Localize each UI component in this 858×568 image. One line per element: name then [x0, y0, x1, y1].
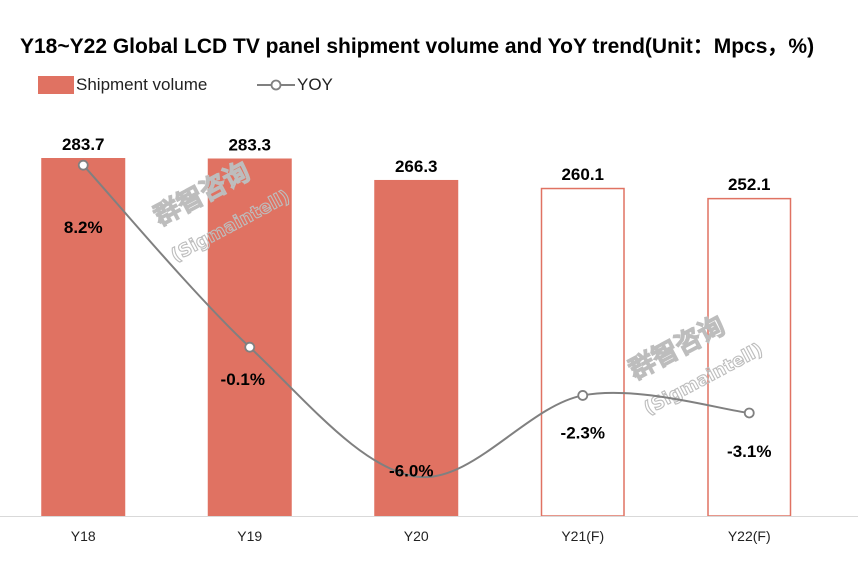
yoy-line[interactable] — [82, 164, 750, 479]
yoy-value-label: -6.0% — [389, 462, 433, 481]
x-tick-label: Y20 — [404, 528, 429, 544]
bar-value-label: 283.7 — [62, 135, 105, 154]
bar-y20[interactable] — [374, 179, 459, 516]
bar-y22f[interactable] — [707, 197, 792, 517]
bar-value-label: 260.1 — [561, 165, 604, 184]
bar-value-label: 266.3 — [395, 157, 438, 176]
legend-label-yoy: YOY — [297, 75, 333, 94]
bar-y18[interactable] — [41, 158, 126, 516]
yoy-value-label: 8.2% — [64, 218, 103, 237]
bar-value-label: 283.3 — [228, 136, 271, 155]
legend-item-shipment[interactable]: Shipment volume — [38, 74, 207, 96]
x-tick-label: Y22(F) — [728, 528, 771, 544]
x-tick-label: Y21(F) — [561, 528, 604, 544]
yoy-point[interactable] — [577, 390, 589, 401]
legend-line-swatch — [257, 79, 295, 91]
x-tick-label: Y19 — [237, 528, 262, 544]
legend-label-shipment: Shipment volume — [76, 75, 208, 94]
yoy-value-label: -0.1% — [221, 370, 265, 389]
yoy-value-label: -3.1% — [727, 442, 771, 461]
x-tick-label: Y18 — [71, 528, 96, 544]
yoy-point[interactable] — [244, 341, 256, 353]
yoy-point[interactable] — [743, 407, 755, 419]
legend-bar-swatch — [38, 76, 74, 94]
yoy-point[interactable] — [77, 159, 89, 171]
yoy-value-label: -2.3% — [561, 423, 605, 442]
legend-item-yoy[interactable]: YOY — [257, 74, 333, 96]
chart-title: Y18~Y22 Global LCD TV panel shipment vol… — [20, 35, 815, 58]
bar-y19[interactable] — [207, 158, 292, 516]
bar-value-label: 252.1 — [728, 175, 771, 194]
bar-y21f[interactable] — [540, 187, 625, 517]
